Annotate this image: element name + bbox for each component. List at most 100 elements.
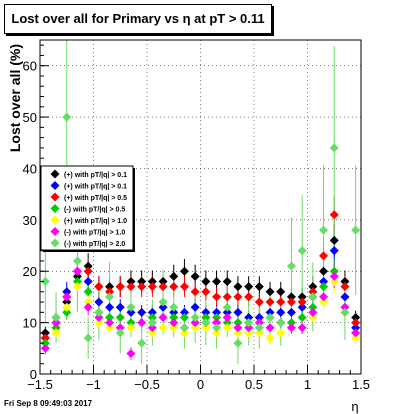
data-point [94,312,104,322]
data-point [158,312,168,322]
y-tick-label: 50 [23,110,37,125]
legend-marker [50,204,60,213]
y-tick-label: 40 [23,161,37,176]
data-point [351,323,361,333]
data-point [233,338,243,348]
data-point [105,282,115,292]
data-point [340,307,350,317]
legend-label: (+) with pT/|q| > 0.1 [64,172,127,179]
data-point [115,302,125,312]
data-point [105,312,115,322]
data-point [340,302,350,312]
data-point [201,318,211,328]
data-point [319,225,329,235]
data-point [169,318,179,328]
x-tick-label: −1.5 [27,377,53,392]
data-point [276,297,286,307]
legend: (+) with pT/|q| > 0.1 (+) with pT/|q| > 0… [40,165,135,252]
x-tick-label: −1 [86,377,101,392]
data-point [105,323,115,333]
data-point [158,277,168,287]
data-point [265,307,275,317]
data-point [72,256,82,266]
data-point [190,312,200,322]
data-point [105,302,115,312]
data-point [297,246,307,256]
data-point [286,318,296,328]
data-point [105,287,115,297]
legend-marker [50,181,60,190]
data-point [212,307,222,317]
data-point [169,323,179,333]
data-point [179,323,189,333]
data-point [254,328,264,338]
data-point [190,271,200,281]
data-point [329,277,339,287]
x-tick-label: 0.5 [245,377,263,392]
data-point [351,328,361,338]
data-point [94,307,104,317]
legend-label: (+) with pT/|q| > 0.5 [64,195,127,202]
data-point [83,333,93,343]
data-point [62,112,72,122]
data-point [340,282,350,292]
data-point [329,210,339,220]
data-point [94,297,104,307]
data-point [158,282,168,292]
data-point [212,323,222,333]
data-point [286,261,296,271]
data-point [222,312,232,322]
data-point [351,333,361,343]
data-point [40,277,50,287]
data-point [201,277,211,287]
data-point [254,323,264,333]
data-point [222,307,232,317]
data-point [212,292,222,302]
data-point [319,277,329,287]
data-point [265,297,275,307]
data-point [158,323,168,333]
data-point [94,282,104,292]
data-point [126,348,136,358]
data-point [254,318,264,328]
data-point [179,312,189,322]
data-point [62,287,72,297]
y-tick-label: 60 [23,59,37,74]
data-point [115,328,125,338]
data-point [190,287,200,297]
data-point [62,302,72,312]
data-point [179,266,189,276]
y-axis-label: Lost over all (%) [7,44,23,152]
data-point [179,328,189,338]
data-point [83,287,93,297]
data-point [233,328,243,338]
data-point [276,328,286,338]
data-point [308,307,318,317]
data-point [233,307,243,317]
data-point [137,338,147,348]
x-tick-label: 0 [197,377,204,392]
legend-label: (-) with pT/|q| > 1.0 [64,230,125,237]
data-point [147,323,157,333]
data-point [126,277,136,287]
data-point [222,292,232,302]
legend-marker [50,215,60,225]
data-point [276,318,286,328]
data-point [244,323,254,333]
data-point [297,323,307,333]
data-point [147,282,157,292]
data-point [233,318,243,328]
legend-marker [50,192,60,202]
data-point [40,343,50,353]
data-point [244,292,254,302]
data-point [147,328,157,338]
data-point [297,297,307,307]
data-point [158,302,168,312]
data-point [201,287,211,297]
data-point [72,271,82,281]
data-point [297,312,307,322]
x-tick-label: 1 [304,377,311,392]
data-point [340,292,350,302]
data-point [233,292,243,302]
data-point [158,297,168,307]
